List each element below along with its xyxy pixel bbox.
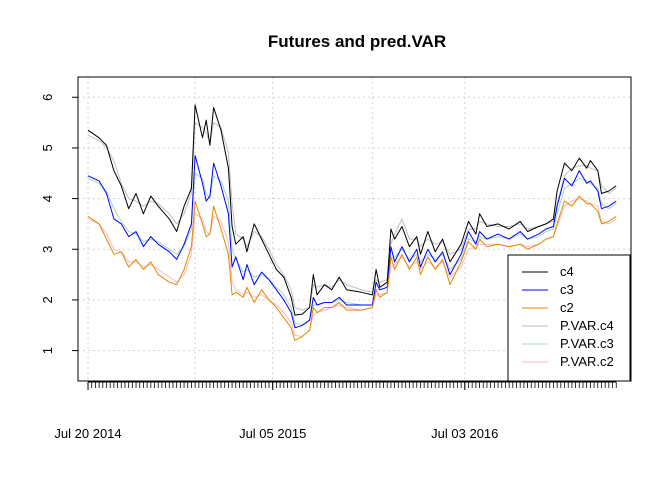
series-lines bbox=[87, 104, 617, 341]
y-tick-label: 1 bbox=[40, 347, 55, 354]
y-tick-label: 3 bbox=[40, 246, 55, 253]
legend-label: P.VAR.c4 bbox=[560, 318, 614, 333]
chart-title: Futures and pred.VAR bbox=[268, 32, 446, 51]
x-tick-label: Jul 20 2014 bbox=[54, 426, 121, 441]
legend-label: c3 bbox=[560, 282, 574, 297]
series-line-p-var-c3 bbox=[87, 172, 617, 326]
legend: c4 c3 c2 P.VAR.c4 P.VAR.c3 P.VAR.c2 bbox=[507, 254, 631, 382]
series-line-c2 bbox=[87, 195, 617, 341]
series-line-c4 bbox=[87, 104, 617, 316]
y-axis: 1 2 3 4 5 6 bbox=[40, 94, 78, 354]
x-axis: Jul 20 2014 Jul 05 2015 Jul 03 2016 bbox=[54, 381, 617, 441]
y-tick-label: 2 bbox=[40, 296, 55, 303]
y-tick-label: 6 bbox=[40, 94, 55, 101]
series-line-p-var-c2 bbox=[87, 198, 617, 337]
y-tick-label: 5 bbox=[40, 144, 55, 151]
plot-area bbox=[77, 76, 632, 382]
legend-label: c2 bbox=[560, 300, 574, 315]
legend-label: P.VAR.c2 bbox=[560, 354, 614, 369]
y-tick-label: 4 bbox=[40, 195, 55, 202]
x-tick-label: Jul 05 2015 bbox=[239, 426, 306, 441]
series-line-c3 bbox=[87, 155, 617, 329]
x-tick-label: Jul 03 2016 bbox=[431, 426, 498, 441]
legend-label: c4 bbox=[560, 264, 574, 279]
series-line-p-var-c4 bbox=[87, 122, 617, 311]
legend-box bbox=[507, 254, 631, 382]
legend-label: P.VAR.c3 bbox=[560, 336, 614, 351]
